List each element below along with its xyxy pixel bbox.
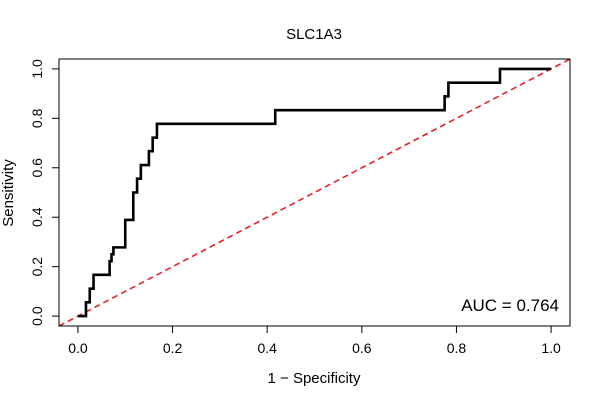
x-tick-label: 0.6: [352, 340, 372, 356]
y-tick-label: 0.8: [29, 108, 45, 128]
y-tick-label: 0.4: [29, 207, 45, 227]
x-tick-label: 0.4: [257, 340, 277, 356]
x-axis-label: 1 − Specificity: [268, 370, 361, 387]
y-tick-label: 0.0: [29, 306, 45, 326]
reference-diagonal-line: [59, 59, 570, 326]
y-axis-label: Sensitivity: [0, 159, 17, 227]
x-axis: 0.0 0.2 0.4 0.6 0.8 1.0: [68, 325, 561, 356]
y-tick-label: 1.0: [29, 59, 45, 79]
y-tick-label: 0.2: [29, 257, 45, 277]
y-axis: 0.0 0.2 0.4 0.6 0.8 1.0: [29, 59, 60, 326]
x-tick-label: 1.0: [541, 340, 561, 356]
x-tick-label: 0.2: [163, 340, 183, 356]
plot-area: [59, 59, 570, 326]
y-tick-label: 0.6: [29, 158, 45, 178]
roc-curve-line: [77, 67, 552, 318]
auc-annotation: AUC = 0.764: [461, 296, 559, 315]
x-tick-label: 0.0: [68, 340, 88, 356]
chart-title: SLC1A3: [286, 26, 342, 43]
x-tick-label: 0.8: [447, 340, 467, 356]
